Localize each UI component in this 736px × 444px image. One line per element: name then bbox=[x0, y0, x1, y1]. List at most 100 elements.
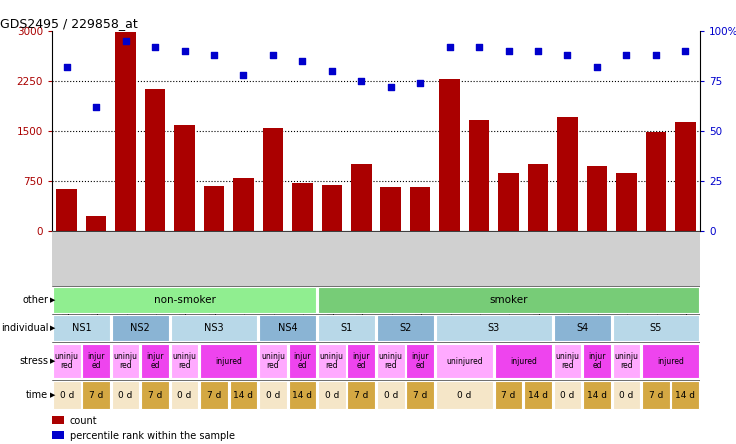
Text: 7 d: 7 d bbox=[413, 391, 428, 400]
Text: 14 d: 14 d bbox=[233, 391, 253, 400]
Bar bbox=[377, 344, 405, 378]
Text: S5: S5 bbox=[650, 323, 662, 333]
Bar bbox=[612, 344, 640, 378]
Point bbox=[267, 52, 279, 59]
Bar bbox=[587, 166, 607, 231]
Bar bbox=[381, 187, 401, 231]
Bar bbox=[322, 185, 342, 231]
Text: 7 d: 7 d bbox=[207, 391, 222, 400]
Bar bbox=[116, 32, 136, 231]
Bar bbox=[553, 344, 581, 378]
Point bbox=[620, 52, 632, 59]
Bar bbox=[200, 344, 258, 378]
Bar bbox=[174, 125, 195, 231]
Text: 14 d: 14 d bbox=[675, 391, 696, 400]
Bar bbox=[53, 344, 80, 378]
Text: ▶: ▶ bbox=[50, 358, 55, 364]
Bar bbox=[289, 344, 316, 378]
Bar bbox=[141, 381, 169, 409]
Bar bbox=[439, 79, 460, 231]
Bar bbox=[292, 183, 313, 231]
Text: ▶: ▶ bbox=[50, 297, 55, 303]
Text: 0 d: 0 d bbox=[60, 391, 74, 400]
Bar bbox=[671, 381, 699, 409]
Bar bbox=[204, 186, 224, 231]
Bar bbox=[53, 381, 80, 409]
Text: 0 d: 0 d bbox=[619, 391, 634, 400]
Point bbox=[149, 44, 161, 51]
Point bbox=[679, 48, 691, 55]
Text: uninju
red: uninju red bbox=[172, 353, 197, 370]
Point bbox=[238, 71, 250, 79]
Bar bbox=[675, 122, 696, 231]
Bar bbox=[495, 344, 552, 378]
Bar bbox=[553, 315, 611, 341]
Text: injur
ed: injur ed bbox=[411, 353, 429, 370]
Text: uninju
red: uninju red bbox=[379, 353, 403, 370]
Bar bbox=[318, 315, 375, 341]
Text: uninju
red: uninju red bbox=[113, 353, 138, 370]
Bar bbox=[583, 381, 611, 409]
Text: injured: injured bbox=[216, 357, 242, 365]
Point bbox=[385, 83, 397, 91]
Bar bbox=[82, 381, 110, 409]
Bar bbox=[347, 381, 375, 409]
Point bbox=[120, 37, 132, 44]
Bar bbox=[612, 381, 640, 409]
Text: 7 d: 7 d bbox=[89, 391, 103, 400]
Bar bbox=[112, 344, 140, 378]
Text: 14 d: 14 d bbox=[528, 391, 548, 400]
Text: uninju
red: uninju red bbox=[54, 353, 79, 370]
Text: 7 d: 7 d bbox=[148, 391, 162, 400]
Text: uninjured: uninjured bbox=[446, 357, 483, 365]
Text: NS4: NS4 bbox=[277, 323, 297, 333]
Bar bbox=[495, 381, 523, 409]
Bar bbox=[171, 315, 258, 341]
Text: S4: S4 bbox=[576, 323, 588, 333]
Text: 14 d: 14 d bbox=[587, 391, 607, 400]
Text: percentile rank within the sample: percentile rank within the sample bbox=[70, 431, 235, 440]
Text: NS3: NS3 bbox=[204, 323, 224, 333]
Bar bbox=[171, 344, 199, 378]
Point bbox=[444, 44, 456, 51]
Text: 7 d: 7 d bbox=[354, 391, 369, 400]
Bar bbox=[112, 381, 140, 409]
Text: uninju
red: uninju red bbox=[261, 353, 285, 370]
Bar bbox=[498, 173, 519, 231]
Bar bbox=[57, 189, 77, 231]
Point bbox=[61, 63, 73, 71]
Bar bbox=[233, 178, 254, 231]
Text: S2: S2 bbox=[399, 323, 411, 333]
Text: 14 d: 14 d bbox=[292, 391, 312, 400]
Text: S1: S1 bbox=[341, 323, 353, 333]
Bar bbox=[82, 344, 110, 378]
Bar bbox=[318, 344, 346, 378]
Bar bbox=[557, 117, 578, 231]
Bar bbox=[259, 344, 287, 378]
Bar bbox=[612, 315, 699, 341]
Point bbox=[503, 48, 514, 55]
Bar bbox=[553, 381, 581, 409]
Text: 7 d: 7 d bbox=[501, 391, 516, 400]
Text: 0 d: 0 d bbox=[266, 391, 280, 400]
Bar bbox=[410, 187, 431, 231]
Bar bbox=[436, 344, 493, 378]
Point bbox=[355, 77, 367, 84]
Text: NS1: NS1 bbox=[71, 323, 91, 333]
Bar bbox=[351, 164, 372, 231]
Text: injured: injured bbox=[657, 357, 684, 365]
Text: uninju
red: uninju red bbox=[320, 353, 344, 370]
Text: GDS2495 / 229858_at: GDS2495 / 229858_at bbox=[0, 17, 138, 30]
Point bbox=[297, 57, 308, 64]
Text: 0 d: 0 d bbox=[325, 391, 339, 400]
Text: stress: stress bbox=[19, 356, 49, 366]
Bar bbox=[230, 381, 258, 409]
Bar bbox=[86, 216, 107, 231]
Bar bbox=[145, 89, 166, 231]
Text: 0 d: 0 d bbox=[118, 391, 132, 400]
Bar bbox=[642, 381, 670, 409]
Bar bbox=[436, 381, 493, 409]
Text: non-smoker: non-smoker bbox=[154, 295, 216, 305]
Text: 0 d: 0 d bbox=[383, 391, 398, 400]
Bar bbox=[53, 287, 316, 313]
